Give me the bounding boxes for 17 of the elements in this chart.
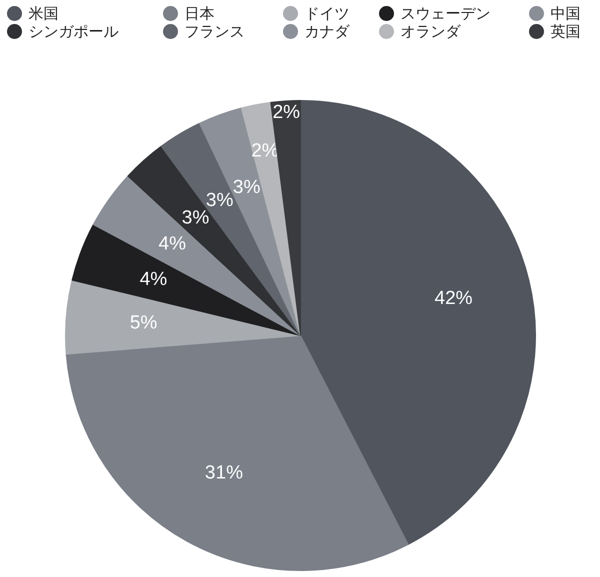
- data-label: 5%: [130, 312, 158, 334]
- data-label: 3%: [232, 177, 260, 198]
- data-label: 2%: [272, 102, 300, 124]
- legend-label: シンガポール: [28, 22, 118, 40]
- data-label: 42%: [434, 288, 473, 309]
- legend-label: 中国: [550, 4, 580, 22]
- legend-label: ドイツ: [304, 4, 350, 22]
- data-label: 4%: [158, 234, 186, 255]
- legend-label: カナダ: [304, 22, 350, 40]
- legend-label: スウェーデン: [400, 4, 490, 22]
- data-label: 4%: [140, 268, 168, 290]
- data-label: 31%: [204, 462, 244, 484]
- legend-label: 米国: [28, 4, 58, 22]
- legend-label: オランダ: [400, 22, 462, 40]
- legend-label: 英国: [550, 22, 580, 40]
- legend-label: フランス: [184, 22, 244, 40]
- legend-label: 日本: [184, 4, 214, 22]
